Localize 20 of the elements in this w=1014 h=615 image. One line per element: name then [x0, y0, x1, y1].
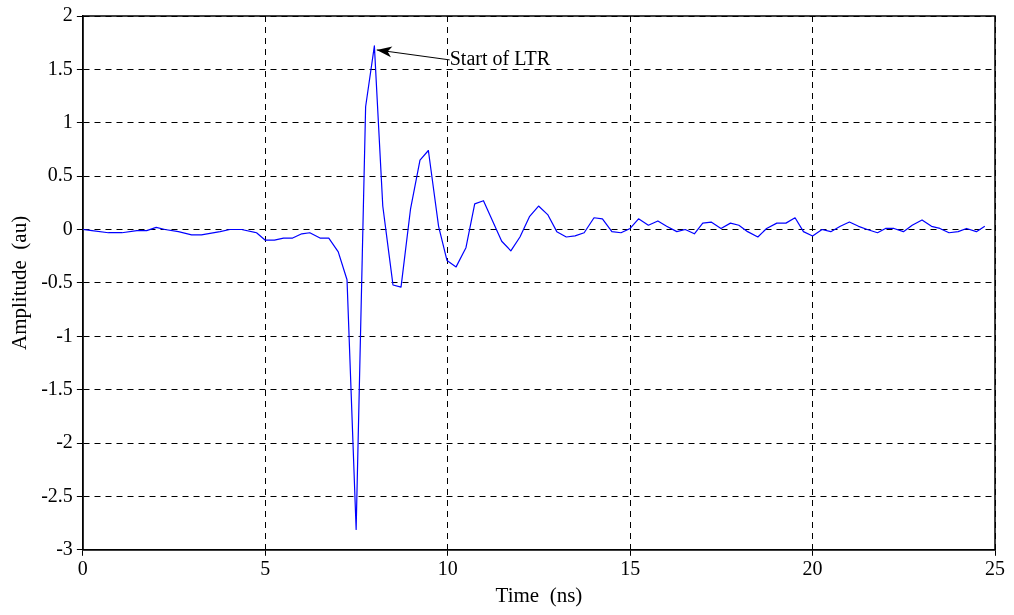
x-tick-label: 20: [802, 557, 823, 580]
x-tick-label: 0: [77, 557, 88, 580]
y-tick-label: -1: [56, 323, 73, 346]
x-tick-label: 15: [620, 557, 641, 580]
y-tick-label: 0.5: [47, 163, 73, 186]
y-tick-label: -2: [56, 430, 73, 453]
y-tick-label: 2: [62, 3, 73, 26]
y-tick-label: -3: [56, 537, 73, 560]
x-tick-label: 10: [437, 557, 458, 580]
y-axis-title: Amplitude (au): [7, 215, 32, 350]
y-tick-label: -0.5: [41, 270, 73, 293]
annotation: Start of LTR: [449, 47, 551, 70]
y-tick-label: 0: [62, 216, 73, 239]
y-tick-label: -2.5: [41, 483, 73, 506]
x-axis-title: Time (ns): [495, 582, 583, 607]
y-tick-label: -1.5: [41, 376, 73, 399]
y-tick-label: 1.5: [47, 56, 73, 79]
x-tick-label: 25: [985, 557, 1005, 580]
y-tick-label: 1: [62, 110, 73, 133]
x-tick-label: 5: [260, 557, 271, 580]
